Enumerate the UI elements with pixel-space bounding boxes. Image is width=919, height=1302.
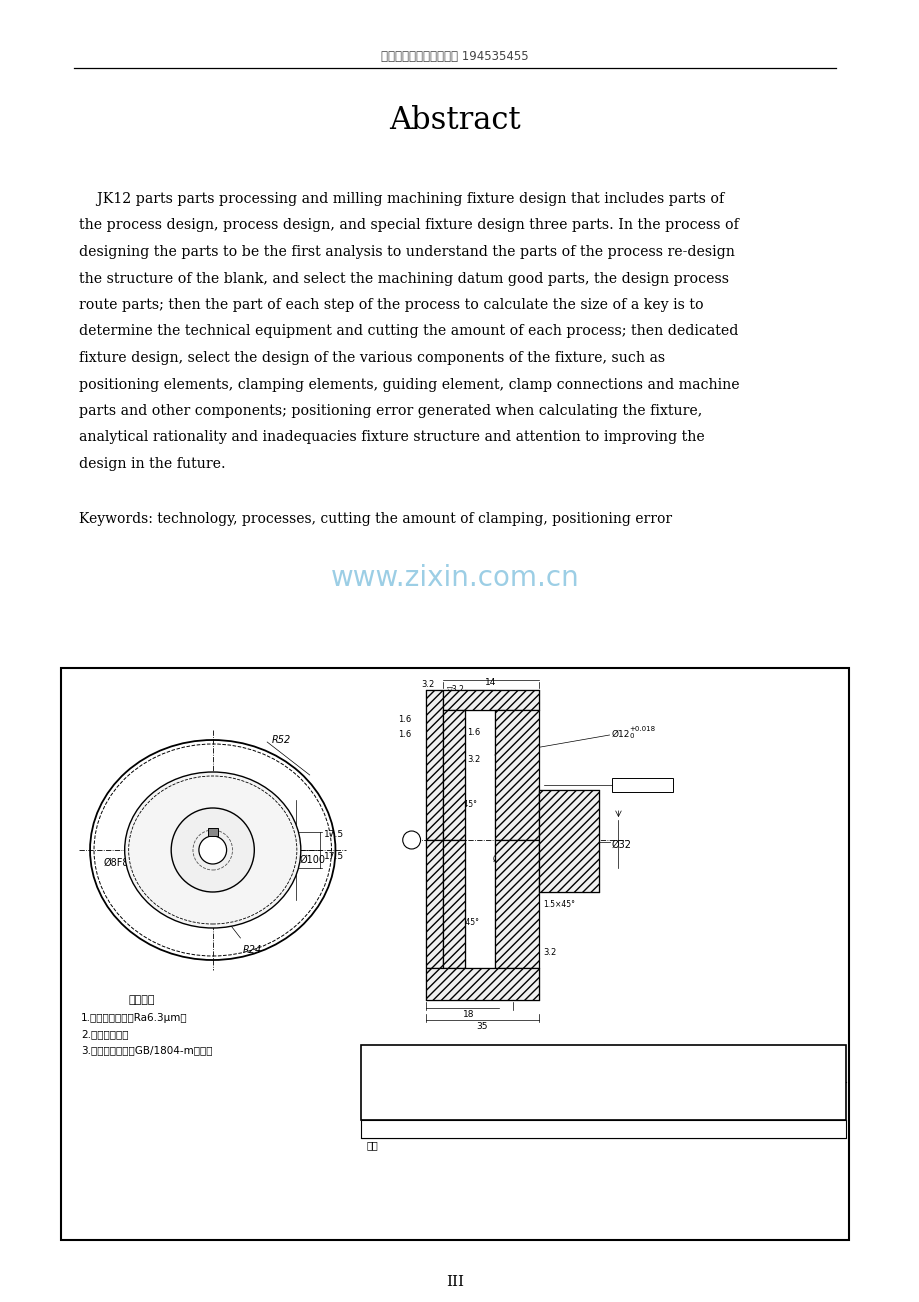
Text: 材料: 材料: [498, 1048, 510, 1059]
Text: Ø12: Ø12: [611, 730, 630, 740]
Polygon shape: [494, 710, 539, 840]
Text: III: III: [446, 1275, 464, 1289]
Text: R24: R24: [243, 945, 261, 954]
Text: design in the future.: design in the future.: [79, 457, 225, 471]
Text: 3.2: 3.2: [467, 755, 480, 764]
Text: 技术要求: 技术要求: [129, 995, 155, 1005]
Text: R2: R2: [496, 779, 507, 786]
Text: the structure of the blank, and select the machining datum good parts, the desig: the structure of the blank, and select t…: [79, 272, 729, 285]
Text: 1.6: 1.6: [467, 728, 480, 737]
Text: 35: 35: [476, 1022, 487, 1031]
Text: the process design, process design, and special fixture design three parts. In t: the process design, process design, and …: [79, 219, 738, 233]
Text: 3.2: 3.2: [447, 809, 459, 816]
Text: 比例: 比例: [688, 1048, 699, 1059]
Text: analytical rationality and inadequacies fixture structure and attention to impro: analytical rationality and inadequacies …: [79, 431, 704, 444]
Text: positioning elements, clamping elements, guiding element, clamp connections and : positioning elements, clamping elements,…: [79, 378, 739, 392]
Text: R52: R52: [272, 736, 291, 745]
Text: 1.5×45°: 1.5×45°: [447, 918, 479, 927]
Text: parts and other components; positioning error generated when calculating the fix: parts and other components; positioning …: [79, 404, 701, 418]
Text: 6: 6: [214, 855, 221, 865]
Text: 全套设计（图纸）加加扣 194535455: 全套设计（图纸）加加扣 194535455: [381, 49, 528, 62]
Text: 2.锐边去毛刺；: 2.锐边去毛刺；: [81, 1029, 129, 1039]
Polygon shape: [208, 828, 218, 836]
Text: 17.5: 17.5: [323, 852, 344, 861]
Ellipse shape: [90, 740, 335, 960]
Text: Keywords: technology, processes, cutting the amount of clamping, positioning err: Keywords: technology, processes, cutting…: [79, 512, 672, 526]
Text: R33.5: R33.5: [222, 828, 249, 837]
Text: ⊥: ⊥: [612, 779, 618, 788]
Text: Ø8F8: Ø8F8: [104, 858, 130, 868]
Text: 1.6: 1.6: [397, 730, 411, 740]
Text: 1.6: 1.6: [496, 812, 508, 822]
Circle shape: [403, 831, 420, 849]
Text: route parts; then the part of each step of the process to calculate the size of : route parts; then the part of each step …: [79, 298, 703, 312]
Bar: [361, 1120, 845, 1138]
Text: Abstract: Abstract: [389, 105, 520, 135]
Text: +0.021: +0.021: [502, 852, 525, 855]
Text: +0.018: +0.018: [629, 727, 654, 732]
Text: 1.5×45°: 1.5×45°: [445, 799, 477, 809]
Text: 0.04: 0.04: [625, 779, 641, 788]
Text: 1.5×45°: 1.5×45°: [542, 900, 574, 909]
Text: Ø100: Ø100: [300, 855, 325, 865]
Text: 3.未注尺寸公差按GB/1804-m处理。: 3.未注尺寸公差按GB/1804-m处理。: [81, 1046, 212, 1055]
Polygon shape: [425, 967, 539, 1000]
Text: fixture design, select the design of the various components of the fixture, such: fixture design, select the design of the…: [79, 352, 664, 365]
Text: 17.5: 17.5: [323, 829, 344, 838]
Text: JK12: JK12: [747, 1085, 769, 1095]
Text: 图号: 图号: [688, 1085, 699, 1095]
Polygon shape: [425, 840, 443, 967]
Polygon shape: [494, 840, 539, 967]
Text: 1.6: 1.6: [397, 715, 411, 724]
Polygon shape: [539, 790, 598, 892]
Text: 数量: 数量: [498, 1085, 510, 1095]
Text: www.zixin.com.cn: www.zixin.com.cn: [331, 564, 579, 591]
Text: 3.2: 3.2: [445, 958, 458, 967]
Text: 制图: 制图: [366, 1124, 378, 1133]
Text: A: A: [408, 835, 414, 844]
Polygon shape: [443, 840, 465, 967]
Polygon shape: [443, 710, 465, 840]
Text: 3.2: 3.2: [421, 680, 435, 689]
Text: designing the parts to be the first analysis to understand the parts of the proc: designing the parts to be the first anal…: [79, 245, 734, 259]
Bar: [62, 668, 848, 1240]
Circle shape: [171, 809, 254, 892]
Circle shape: [199, 836, 226, 865]
Text: 12: 12: [227, 832, 238, 841]
Text: 平面凸缘: 平面凸缘: [400, 1052, 430, 1065]
Text: A: A: [660, 779, 665, 788]
Polygon shape: [443, 690, 539, 710]
Text: 长沙新达职业教育学院: 长沙新达职业教育学院: [789, 1051, 843, 1060]
Text: 机械制造工程系: 机械制造工程系: [797, 1065, 834, 1074]
Text: Ø32: Ø32: [611, 840, 630, 850]
Text: 1.未注表面粗糙度Ra6.3μm；: 1.未注表面粗糙度Ra6.3μm；: [81, 1013, 187, 1023]
Text: 3.2: 3.2: [496, 786, 509, 796]
FancyBboxPatch shape: [611, 779, 672, 792]
Text: 审核: 审核: [366, 1141, 378, 1150]
Ellipse shape: [125, 772, 301, 928]
Polygon shape: [425, 690, 443, 840]
Text: Ø20: Ø20: [493, 855, 507, 865]
Text: 0: 0: [502, 857, 506, 862]
Text: ▽3.2: ▽3.2: [447, 685, 465, 694]
Text: 0: 0: [629, 733, 633, 740]
Text: determine the technical equipment and cutting the amount of each process; then d: determine the technical equipment and cu…: [79, 324, 738, 339]
Bar: [361, 1046, 845, 1120]
Text: R33.5: R33.5: [152, 828, 177, 837]
Text: 3.2: 3.2: [542, 948, 556, 957]
Text: JK12 parts parts processing and milling machining fixture design that includes p: JK12 parts parts processing and milling …: [79, 191, 723, 206]
Text: 14: 14: [484, 678, 496, 687]
Text: 中批: 中批: [592, 1085, 605, 1095]
Text: 18: 18: [463, 1010, 474, 1019]
Text: 45: 45: [592, 1048, 605, 1059]
